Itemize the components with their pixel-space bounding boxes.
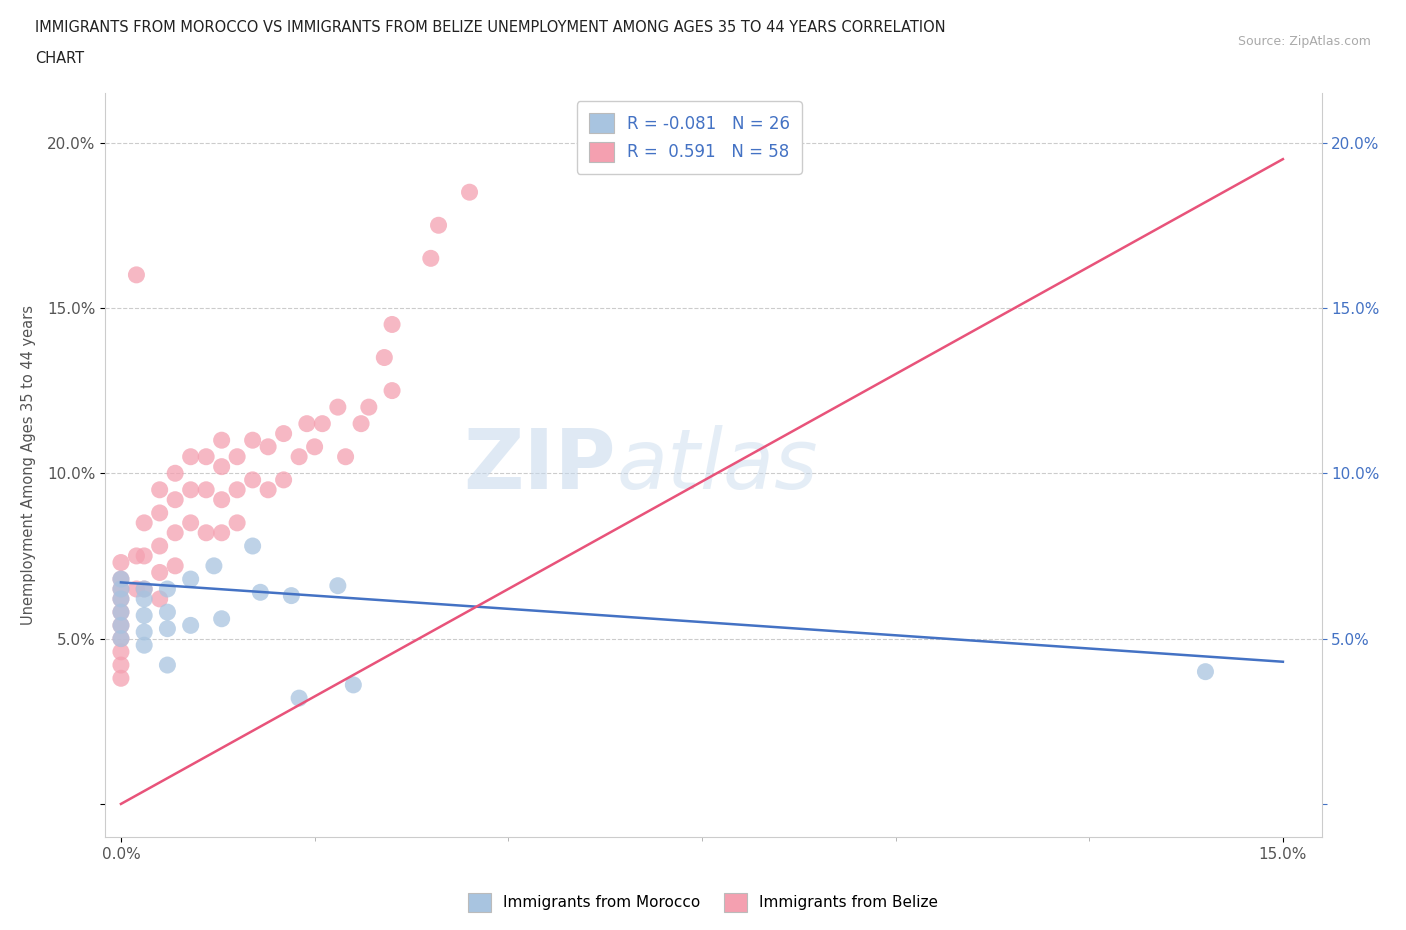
Point — [125, 549, 148, 564]
Point — [149, 538, 172, 553]
Point — [342, 677, 364, 692]
Point — [134, 608, 156, 623]
Point — [134, 581, 156, 596]
Point — [125, 581, 148, 596]
Point — [149, 565, 172, 580]
Point — [427, 218, 450, 232]
Point — [110, 631, 132, 646]
Point — [110, 555, 132, 570]
Point — [211, 432, 233, 447]
Point — [165, 558, 187, 573]
Point — [134, 638, 156, 653]
Point — [134, 625, 156, 640]
Point — [273, 426, 295, 441]
Point — [110, 604, 132, 619]
Point — [134, 549, 156, 564]
Point — [149, 591, 172, 606]
Point — [335, 449, 357, 464]
Point — [110, 604, 132, 619]
Point — [304, 439, 326, 454]
Point — [458, 185, 481, 200]
Point — [156, 658, 179, 672]
Point — [295, 417, 318, 432]
Point — [211, 459, 233, 474]
Point — [273, 472, 295, 487]
Point — [211, 492, 233, 507]
Point — [1194, 664, 1216, 679]
Point — [180, 515, 202, 530]
Point — [165, 466, 187, 481]
Point — [195, 525, 218, 540]
Point — [226, 515, 249, 530]
Point — [110, 591, 132, 606]
Point — [156, 621, 179, 636]
Point — [134, 591, 156, 606]
Point — [110, 591, 132, 606]
Point — [110, 631, 132, 646]
Point — [110, 658, 132, 672]
Point — [226, 483, 249, 498]
Point — [195, 483, 218, 498]
Point — [242, 432, 264, 447]
Point — [134, 515, 156, 530]
Point — [110, 581, 132, 596]
Point — [381, 317, 404, 332]
Point — [350, 417, 373, 432]
Point — [257, 439, 280, 454]
Point — [288, 449, 311, 464]
Point — [110, 644, 132, 659]
Text: IMMIGRANTS FROM MOROCCO VS IMMIGRANTS FROM BELIZE UNEMPLOYMENT AMONG AGES 35 TO : IMMIGRANTS FROM MOROCCO VS IMMIGRANTS FR… — [35, 20, 946, 35]
Point — [180, 483, 202, 498]
Point — [242, 472, 264, 487]
Point — [165, 492, 187, 507]
Text: ZIP: ZIP — [464, 424, 616, 506]
Point — [156, 604, 179, 619]
Text: Source: ZipAtlas.com: Source: ZipAtlas.com — [1237, 35, 1371, 48]
Point — [180, 572, 202, 587]
Point — [110, 618, 132, 632]
Point — [381, 383, 404, 398]
Point — [357, 400, 380, 415]
Point — [211, 525, 233, 540]
Point — [242, 538, 264, 553]
Point — [195, 449, 218, 464]
Point — [326, 400, 349, 415]
Point — [419, 251, 441, 266]
Text: atlas: atlas — [616, 424, 818, 506]
Text: CHART: CHART — [35, 51, 84, 66]
Point — [288, 691, 311, 706]
Legend: Immigrants from Morocco, Immigrants from Belize: Immigrants from Morocco, Immigrants from… — [463, 887, 943, 918]
Point — [125, 268, 148, 283]
Point — [110, 572, 132, 587]
Point — [202, 558, 225, 573]
Point — [373, 350, 395, 365]
Point — [280, 588, 302, 603]
Point — [156, 581, 179, 596]
Point — [149, 483, 172, 498]
Point — [110, 618, 132, 632]
Point — [311, 417, 333, 432]
Point — [149, 506, 172, 521]
Point — [257, 483, 280, 498]
Legend: R = -0.081   N = 26, R =  0.591   N = 58: R = -0.081 N = 26, R = 0.591 N = 58 — [576, 101, 801, 174]
Point — [110, 581, 132, 596]
Point — [134, 581, 156, 596]
Point — [180, 449, 202, 464]
Point — [211, 611, 233, 626]
Point — [249, 585, 271, 600]
Point — [180, 618, 202, 632]
Y-axis label: Unemployment Among Ages 35 to 44 years: Unemployment Among Ages 35 to 44 years — [21, 305, 37, 625]
Point — [110, 572, 132, 587]
Point — [110, 671, 132, 685]
Point — [326, 578, 349, 593]
Point — [165, 525, 187, 540]
Point — [226, 449, 249, 464]
